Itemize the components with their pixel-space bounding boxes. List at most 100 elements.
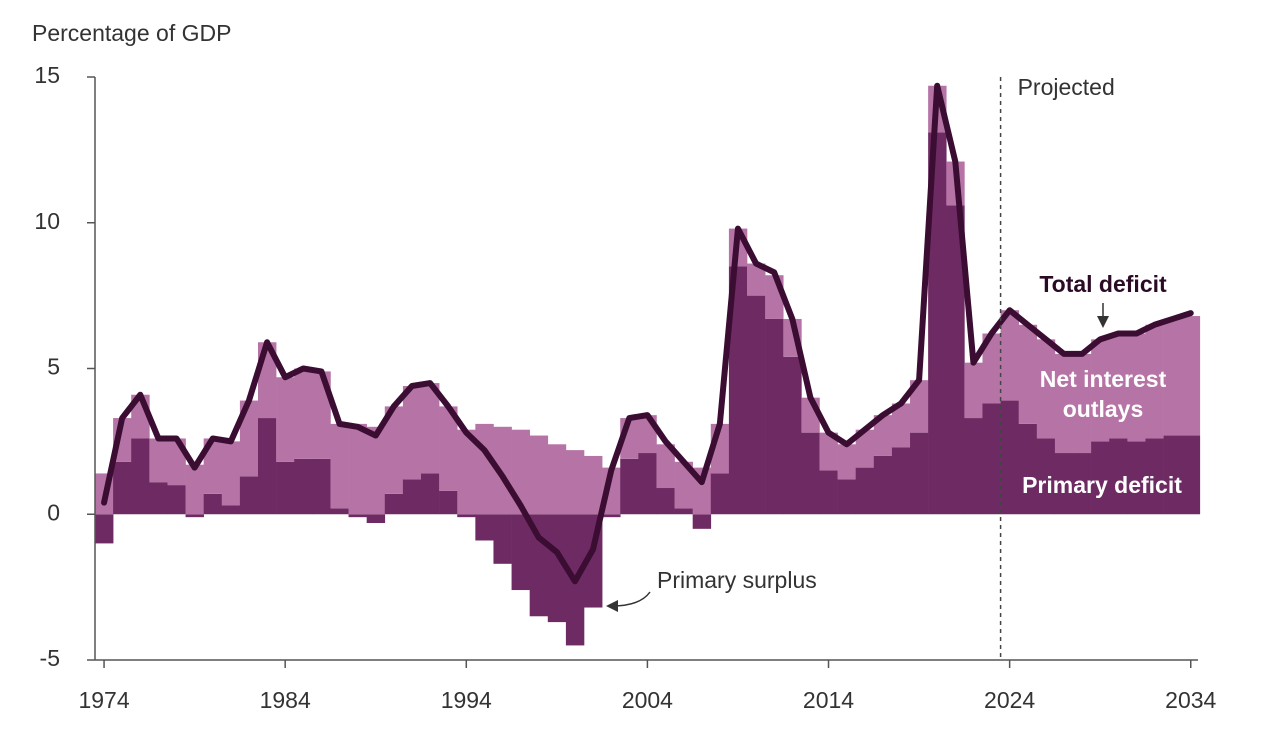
bar — [620, 458, 639, 515]
bar — [656, 488, 675, 515]
bar — [348, 423, 367, 515]
bar — [421, 473, 440, 515]
x-tick-label: 2024 — [984, 687, 1035, 713]
bar — [258, 418, 277, 515]
bar — [402, 479, 422, 515]
legend-net-interest: Net interest outlays — [1039, 366, 1167, 422]
bar — [1145, 324, 1164, 439]
bar — [674, 461, 693, 509]
bar — [1073, 353, 1092, 454]
bar — [113, 461, 132, 515]
primary-surplus-label: Primary surplus — [657, 567, 817, 593]
bar — [837, 479, 856, 515]
bar — [384, 406, 404, 494]
bar — [982, 333, 1001, 404]
x-tick-label: 2014 — [803, 687, 854, 713]
bar — [1109, 333, 1128, 439]
bar — [1018, 324, 1038, 424]
bar — [511, 514, 530, 591]
bar — [439, 406, 458, 491]
bar — [747, 295, 766, 515]
bar — [1036, 339, 1056, 439]
bar — [239, 476, 259, 515]
bar — [1145, 438, 1164, 515]
bar — [819, 432, 838, 471]
bar — [1181, 435, 1201, 515]
bar — [692, 514, 712, 529]
x-tick-label: 1984 — [260, 687, 311, 713]
bar — [747, 263, 766, 296]
bar — [638, 453, 657, 515]
bar — [1127, 441, 1146, 515]
bar — [185, 464, 204, 515]
bar — [366, 514, 386, 523]
bar — [674, 508, 693, 515]
projected-label: Projected — [1018, 74, 1115, 100]
bar — [384, 493, 404, 515]
bar — [203, 493, 223, 515]
bar — [891, 447, 911, 515]
bar — [185, 514, 204, 518]
bar — [493, 426, 512, 515]
bar — [801, 432, 820, 515]
bar — [837, 444, 856, 480]
bar — [131, 438, 150, 515]
bar — [421, 383, 440, 474]
y-tick-label: 5 — [47, 354, 60, 380]
bar — [1054, 353, 1074, 454]
bar — [330, 423, 349, 509]
bar — [149, 438, 168, 483]
bar — [928, 132, 947, 515]
bar — [294, 458, 313, 515]
bar — [1073, 453, 1092, 515]
bar — [819, 470, 838, 515]
bar — [1036, 438, 1056, 515]
bar — [1109, 438, 1128, 515]
bar — [547, 514, 567, 623]
bar — [276, 461, 295, 515]
y-tick-label: 15 — [34, 62, 60, 88]
legend-net-interest-wrap: Net interest outlays — [1039, 366, 1167, 422]
y-tick-label: 10 — [34, 208, 60, 234]
legend-total-deficit: Total deficit — [1039, 271, 1167, 297]
bar — [873, 455, 893, 515]
label-arrow — [606, 591, 651, 612]
bar — [855, 429, 875, 468]
bar — [710, 473, 730, 515]
bar — [964, 362, 983, 419]
bar — [457, 514, 476, 518]
bar — [1163, 435, 1182, 515]
bar — [149, 482, 168, 515]
bar — [294, 368, 313, 459]
bar — [402, 385, 422, 480]
bar — [1054, 453, 1074, 515]
x-tick-label: 2034 — [1165, 687, 1216, 713]
bar — [239, 400, 259, 477]
x-tick-label: 2004 — [622, 687, 673, 713]
x-tick-label: 1974 — [78, 687, 129, 713]
bar — [1018, 423, 1038, 515]
bar — [1091, 441, 1110, 515]
y-tick-label: 0 — [47, 499, 60, 525]
bar — [1000, 400, 1019, 515]
bar — [855, 467, 875, 515]
bar — [602, 514, 621, 518]
bar — [529, 435, 549, 515]
bar — [221, 441, 241, 506]
bar — [439, 490, 458, 515]
legend-primary-deficit: Primary deficit — [1022, 472, 1182, 498]
bar — [167, 485, 186, 515]
bar — [656, 444, 675, 489]
bar — [330, 508, 349, 515]
bar — [366, 426, 386, 515]
bar — [1181, 316, 1201, 436]
bar — [1163, 318, 1182, 436]
y-axis-title: Percentage of GDP — [32, 20, 231, 46]
bar — [276, 377, 295, 462]
y-tick-label: -5 — [40, 645, 60, 671]
bar — [728, 266, 748, 515]
bar — [1091, 339, 1110, 442]
bar — [1000, 310, 1019, 401]
bar — [765, 318, 784, 515]
